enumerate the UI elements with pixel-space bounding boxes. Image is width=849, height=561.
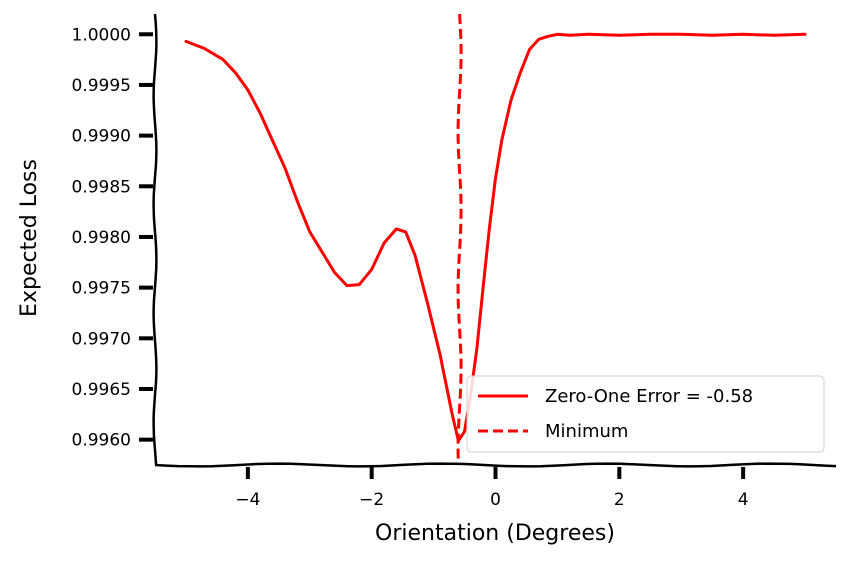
- legend-label-minimum: Minimum: [545, 421, 628, 442]
- x-tick-label: −2: [359, 490, 384, 510]
- x-tick-label: 2: [614, 490, 625, 510]
- legend-box: [466, 375, 825, 453]
- y-tick-label: 0.9960: [72, 431, 131, 451]
- y-tick-label: 1.0000: [72, 25, 131, 45]
- y-tick-label: 0.9980: [72, 228, 131, 248]
- y-ticks: 0.9960 0.9965 0.9970 0.9975 0.9980 0.9985 0.99…: [72, 25, 153, 451]
- y-tick-label: 0.9985: [72, 177, 131, 197]
- y-tick-label: 0.9965: [72, 380, 131, 400]
- y-tick-label: 0.9975: [72, 279, 131, 299]
- x-tick-label: −4: [235, 490, 260, 510]
- legend-label-zero-one: Zero-One Error = -0.58: [545, 386, 753, 407]
- series-line-zero-one-error: [184, 32, 807, 443]
- axes: [152, 13, 837, 468]
- y-tick-label: 0.9995: [72, 76, 131, 96]
- x-axis-spine: [154, 462, 837, 468]
- plot-area: [184, 13, 807, 466]
- y-axis-spine: [152, 13, 158, 466]
- x-ticks: −4 −2 0 2 4: [235, 467, 749, 510]
- y-tick-label: 0.9970: [72, 329, 131, 349]
- y-tick-label: 0.9990: [72, 127, 131, 147]
- x-tick-label: 4: [738, 490, 749, 510]
- y-axis-title: Expected Loss: [17, 159, 42, 317]
- x-axis-title: Orientation (Degrees): [375, 521, 615, 546]
- legend: Zero-One Error = -0.58 Minimum: [466, 375, 825, 453]
- x-tick-label: 0: [490, 490, 501, 510]
- series-line-minimum: [456, 13, 463, 466]
